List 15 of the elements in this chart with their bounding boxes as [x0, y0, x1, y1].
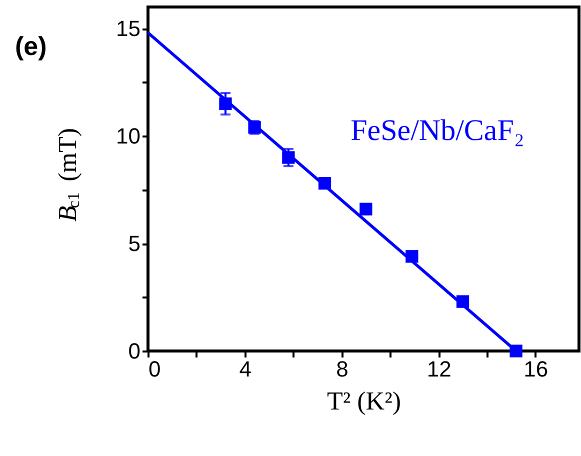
point	[510, 344, 522, 358]
x-tick-label: 16	[524, 356, 548, 382]
x-tick-label: 8	[336, 356, 348, 382]
x-tick-label: 0	[148, 356, 161, 382]
point	[360, 202, 372, 216]
y-tick-label: 5	[128, 231, 140, 256]
x-tick-label: 4	[239, 356, 252, 382]
text: (e)	[15, 31, 47, 61]
x-tick-label: 12	[426, 356, 452, 382]
y-tick-label: 0	[128, 338, 140, 364]
y-axis-title: Bc1 (mT)	[53, 128, 83, 222]
series-label: FeSe/Nb/CaF₂	[350, 114, 524, 147]
x-axis-title: T² (K²)	[326, 386, 402, 416]
y-tick-label: 15	[116, 16, 140, 41]
y-tick-label: 10	[116, 124, 140, 148]
